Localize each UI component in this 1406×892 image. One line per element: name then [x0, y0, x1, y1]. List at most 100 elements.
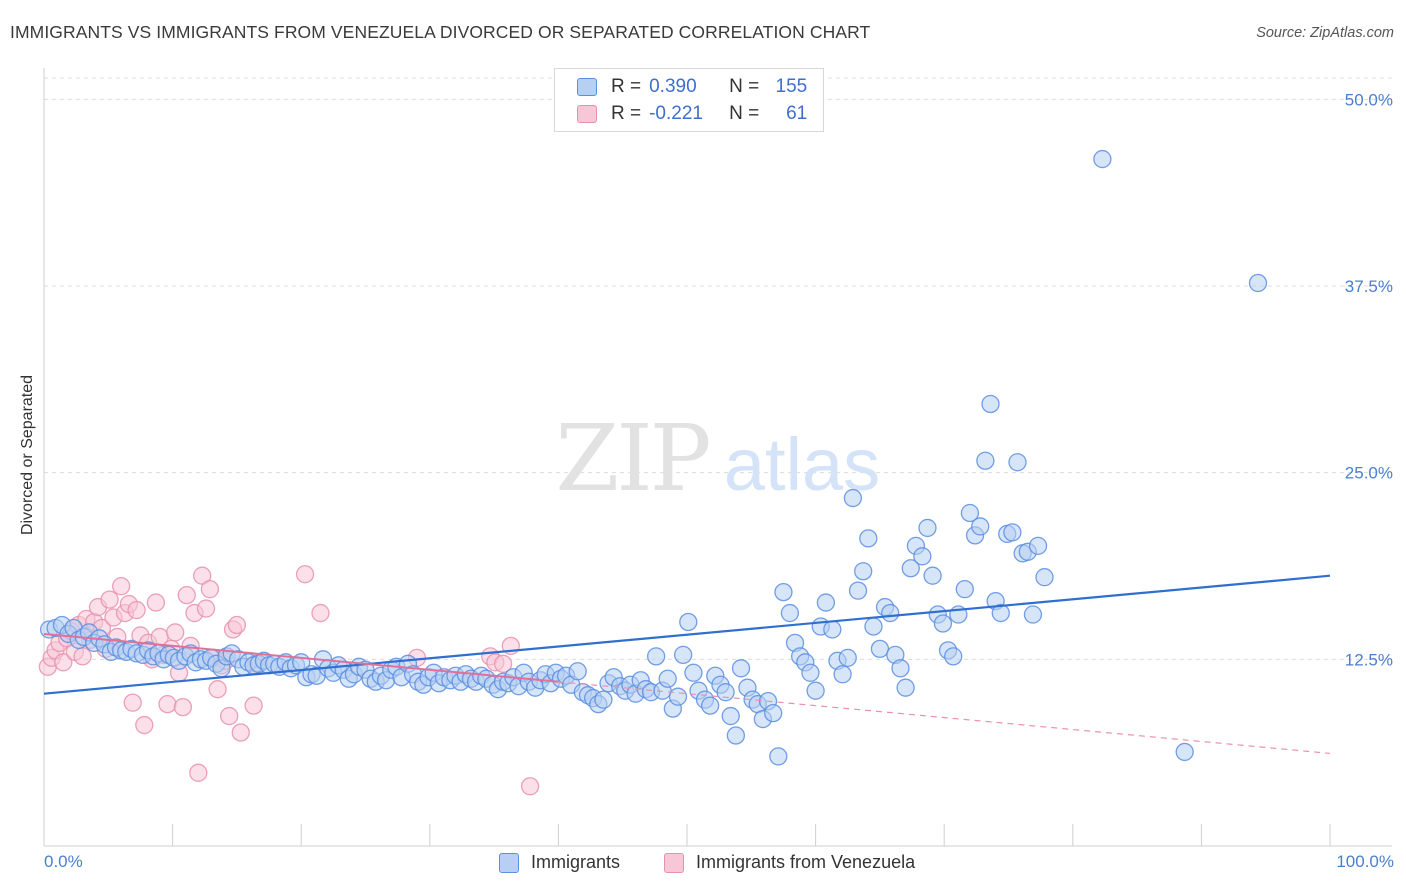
immigrants-point-114	[646, 647, 666, 666]
immigrants-point-144	[806, 681, 825, 700]
immigrants-point-161	[896, 678, 915, 697]
stats-legend: R = 0.390 N = 155 R = -0.221 N = 61	[554, 68, 824, 132]
immigrants-point-176	[976, 451, 995, 470]
series-immigrants-points	[39, 149, 1268, 766]
r-value: -0.221	[649, 103, 703, 124]
immigrants-point-127	[716, 683, 735, 702]
immigrants-point-160	[891, 659, 910, 678]
stats-row-immigrants: R = 0.390 N = 155	[577, 76, 807, 98]
immigrants-point-129	[726, 726, 746, 745]
immigrants-point-188	[1093, 149, 1112, 169]
immigrants-point-177	[981, 394, 1000, 414]
immigrants-point-190	[1248, 273, 1268, 293]
y-tick-label-2: 37.5%	[1345, 277, 1393, 296]
immigrants-point-162	[901, 559, 920, 578]
venezuela-point-41	[196, 599, 216, 618]
venezuela-point-33	[166, 623, 185, 642]
trend-immigrants	[43, 574, 1331, 695]
immigrants-point-154	[859, 529, 878, 548]
immigrants-point-150	[838, 648, 857, 667]
immigrants-point-186	[1028, 536, 1048, 555]
immigrants-point-173	[960, 503, 980, 523]
x-tick-label-min: 0.0%	[44, 852, 83, 871]
immigrants-point-166	[923, 566, 942, 585]
watermark: ZIP atlas	[555, 405, 880, 512]
immigrants-point-151	[843, 488, 863, 508]
venezuela-point-42	[200, 579, 220, 599]
immigrants-point-136	[764, 703, 783, 723]
immigrants-point-137	[769, 747, 788, 766]
venezuela-point-58	[493, 654, 513, 673]
venezuela-point-23	[127, 600, 146, 620]
immigrants-point-179	[991, 603, 1010, 623]
venezuela-point-35	[173, 697, 193, 717]
immigrants-point-138	[774, 582, 793, 602]
y-tick-labels: 12.5% 25.0% 37.5% 50.0%	[1345, 90, 1393, 669]
r-value: 0.390	[649, 76, 697, 97]
immigrants-point-120	[679, 612, 698, 632]
immigrants-point-168	[933, 614, 953, 633]
venezuela-point-36	[177, 585, 196, 605]
trend-venezuela-solid	[43, 632, 559, 683]
immigrants-point-146	[816, 593, 836, 612]
immigrants-point-172	[955, 579, 974, 599]
immigrants-point-119	[673, 645, 693, 665]
immigrants-point-165	[918, 518, 937, 538]
venezuela-point-19	[112, 577, 131, 596]
immigrants-point-104	[594, 690, 613, 709]
immigrants-point-182	[1008, 453, 1027, 472]
immigrants-point-124	[700, 696, 720, 715]
immigrants-point-130	[731, 659, 751, 678]
legend-item-immigrants: Immigrants	[499, 852, 620, 873]
swatch-immigrants	[577, 78, 597, 96]
legend-label-immigrants: Immigrants	[531, 852, 621, 872]
swatch-venezuela	[577, 105, 597, 123]
immigrants-point-149	[833, 665, 852, 684]
venezuela-point-49	[227, 615, 247, 635]
venezuela-point-50	[231, 723, 250, 742]
legend-swatch-venezuela	[664, 852, 684, 873]
legend-swatch-immigrants	[499, 852, 519, 873]
y-tick-label-3: 50.0%	[1345, 90, 1393, 109]
legend-item-venezuela: Immigrants from Venezuela	[664, 852, 915, 873]
y-tick-label-1: 25.0%	[1345, 464, 1393, 483]
watermark-zip: ZIP	[555, 405, 708, 512]
r-label: R =	[611, 76, 642, 97]
immigrants-point-181	[1003, 523, 1022, 542]
venezuela-point-16	[100, 590, 119, 609]
source-label: Source: ZipAtlas.com	[1256, 25, 1394, 41]
venezuela-point-52	[244, 696, 263, 715]
immigrants-point-189	[1175, 742, 1194, 762]
venezuela-point-44	[208, 680, 227, 699]
n-label: N =	[729, 103, 760, 124]
immigrants-point-175	[971, 517, 990, 536]
venezuela-point-47	[220, 706, 239, 726]
immigrants-point-99	[568, 662, 587, 681]
r-label: R =	[611, 103, 642, 124]
venezuela-point-28	[146, 593, 166, 612]
immigrants-point-147	[823, 620, 842, 639]
venezuela-point-54	[311, 603, 330, 623]
venezuela-point-31	[158, 694, 177, 714]
venezuela-point-40	[193, 566, 212, 585]
venezuela-point-4	[54, 653, 73, 672]
venezuela-point-9	[73, 647, 92, 666]
immigrants-point-121	[684, 663, 703, 682]
n-value: 61	[786, 103, 808, 124]
venezuela-point-39	[189, 763, 208, 782]
immigrants-point-158	[881, 603, 900, 623]
x-tick-label-max: 100.0%	[1336, 852, 1394, 871]
venezuela-point-60	[520, 777, 540, 796]
immigrants-point-152	[848, 581, 868, 600]
trend-lines	[43, 574, 1331, 755]
immigrants-point-153	[854, 562, 873, 581]
immigrants-point-170	[944, 647, 963, 666]
venezuela-point-53	[295, 565, 315, 584]
immigrants-point-156	[870, 639, 890, 659]
venezuela-point-25	[135, 715, 154, 735]
venezuela-point-22	[123, 693, 142, 712]
immigrants-point-118	[668, 687, 688, 706]
n-label: N =	[729, 76, 760, 97]
axes	[43, 68, 1392, 847]
